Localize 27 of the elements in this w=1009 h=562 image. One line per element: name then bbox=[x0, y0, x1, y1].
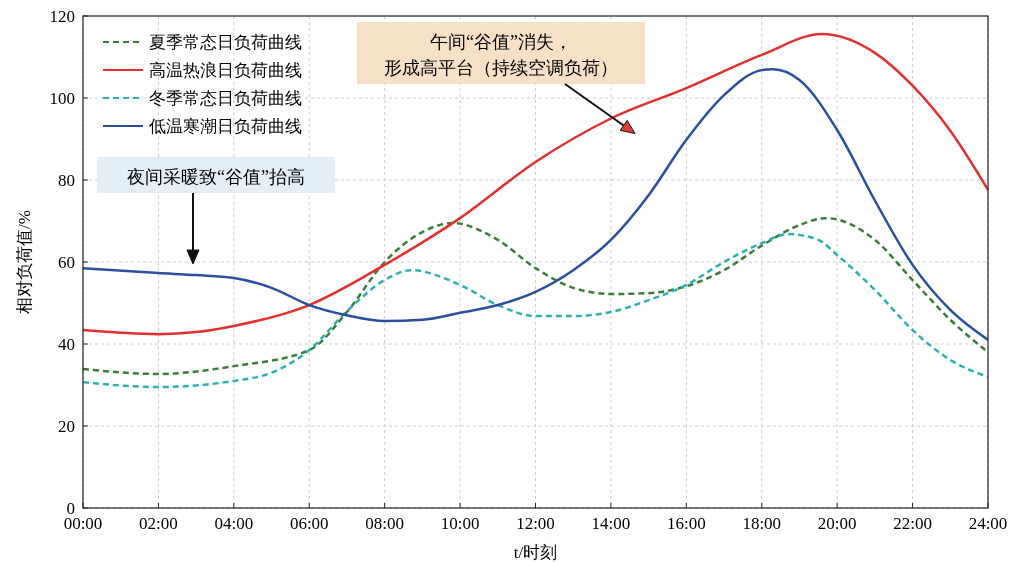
x-tick-label: 10:00 bbox=[440, 514, 480, 533]
y-tick-label: 40 bbox=[58, 335, 75, 354]
legend-label: 高温热浪日负荷曲线 bbox=[149, 61, 302, 80]
annotation: 午间“谷值”消失，形成高平台（持续空调负荷） bbox=[384, 32, 618, 78]
y-tick-label: 20 bbox=[58, 417, 75, 436]
annotation: 夜间采暖致“谷值”抬高 bbox=[127, 167, 305, 187]
x-tick-label: 12:00 bbox=[516, 514, 555, 533]
x-tick-label: 04:00 bbox=[214, 514, 254, 533]
legend-label: 冬季常态日负荷曲线 bbox=[149, 89, 302, 108]
x-axis-title: t/时刻 bbox=[513, 543, 558, 562]
x-tick-label: 14:00 bbox=[591, 514, 631, 533]
y-tick-label: 120 bbox=[49, 7, 75, 26]
x-tick-label: 06:00 bbox=[289, 514, 329, 533]
y-tick-label: 80 bbox=[58, 171, 75, 190]
x-tick-label: 02:00 bbox=[139, 514, 178, 533]
y-tick-label: 60 bbox=[58, 253, 75, 272]
x-tick-label: 08:00 bbox=[365, 514, 405, 533]
line-series bbox=[81, 232, 990, 389]
x-tick-label: 22:00 bbox=[893, 514, 932, 533]
x-tick-label: 20:00 bbox=[817, 514, 857, 533]
x-tick-label: 16:00 bbox=[666, 514, 706, 533]
y-axis-title: 相对负荷值/% bbox=[15, 210, 34, 314]
y-tick-label: 100 bbox=[49, 89, 75, 108]
x-tick-label: 18:00 bbox=[742, 514, 782, 533]
legend-label: 低温寒潮日负荷曲线 bbox=[149, 117, 302, 136]
legend-label: 夏季常态日负荷曲线 bbox=[149, 33, 302, 52]
x-tick-label: 24:00 bbox=[968, 514, 1008, 533]
